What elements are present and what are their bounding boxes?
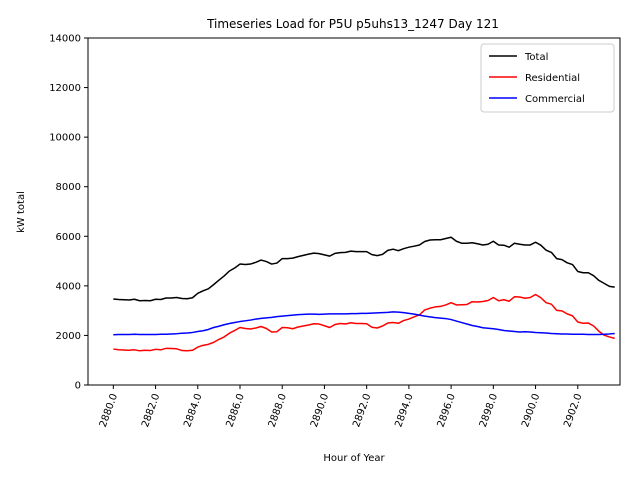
legend: Total Residential Commercial bbox=[480, 43, 615, 113]
legend-label-total: Total bbox=[524, 52, 548, 63]
legend-label-residential: Residential bbox=[525, 73, 580, 84]
chart-title: Timeseries Load for P5U p5uhs13_1247 Day… bbox=[206, 17, 499, 31]
axes-frame bbox=[87, 37, 621, 386]
y-tick-label: 2000 bbox=[56, 331, 81, 342]
series-line-total bbox=[113, 236, 615, 302]
series-lines bbox=[113, 236, 615, 352]
x-axis-label: Hour of Year bbox=[323, 453, 385, 464]
legend-box bbox=[480, 43, 615, 113]
y-tick-label: 12000 bbox=[49, 83, 81, 94]
plot-area bbox=[113, 236, 615, 352]
y-tick-label: 8000 bbox=[56, 182, 81, 193]
y-tick-label: 10000 bbox=[49, 133, 81, 144]
y-axis-ticks: 0 2000 4000 6000 8000 10000 12000 14000 bbox=[49, 34, 88, 392]
y-tick-label: 4000 bbox=[56, 281, 81, 292]
y-tick-label: 0 bbox=[75, 381, 81, 392]
y-tick-label: 14000 bbox=[49, 34, 81, 45]
series-line-residential bbox=[113, 293, 615, 352]
series-line-commercial bbox=[113, 311, 615, 336]
y-axis-label: kW total bbox=[16, 191, 27, 233]
legend-label-commercial: Commercial bbox=[525, 94, 585, 105]
y-tick-label: 6000 bbox=[56, 232, 81, 243]
